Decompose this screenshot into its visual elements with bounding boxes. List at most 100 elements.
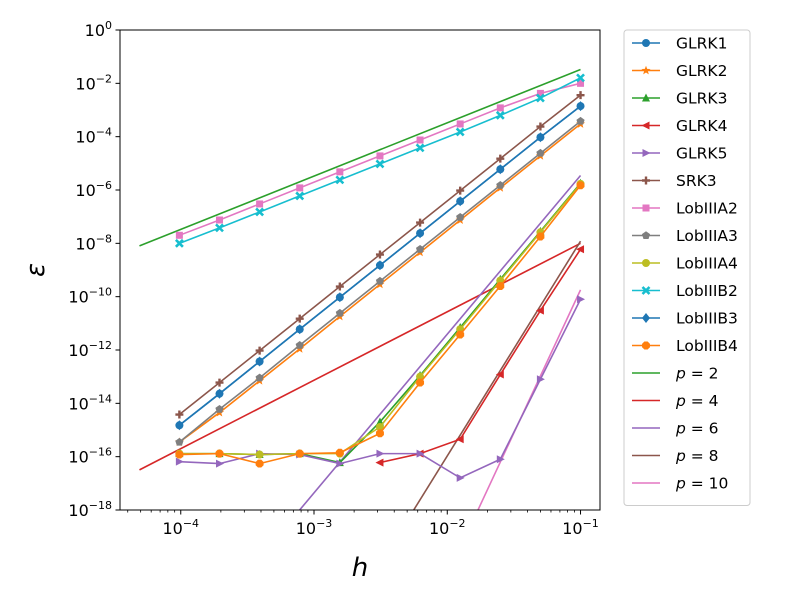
legend-marker [641, 65, 651, 75]
legend-label: GLRK3 [676, 90, 727, 108]
legend-marker [641, 121, 650, 130]
series-glrk4 [375, 245, 585, 467]
data-point-lobiiib4 [416, 378, 425, 387]
legend: GLRK1 GLRK2 GLRK3 GLRK4 GLRK5 SRK3 LobIIIA2 Lob… [623, 29, 751, 506]
legend-item-glrk3: GLRK3 [632, 90, 727, 108]
y-tick-label: 10−10 [68, 286, 112, 307]
data-point-lobiiia4 [375, 422, 384, 431]
series-lobiiia3 [175, 116, 585, 446]
x-tick-label: 10−1 [562, 517, 599, 538]
data-point-glrk4 [535, 306, 544, 315]
data-point-glrk5 [416, 449, 425, 458]
data-point-lobiiib3 [295, 324, 304, 335]
data-point-lobiiia2 [256, 200, 264, 208]
y-tick-label: 10−6 [75, 179, 112, 200]
data-point-glrk4 [576, 245, 585, 254]
data-point-lobiiib3 [335, 292, 344, 303]
data-point-srk3 [295, 314, 304, 323]
data-point-lobiiia3 [255, 373, 264, 382]
legend-label: p = 8 [675, 447, 719, 465]
data-point-lobiiib3 [255, 356, 264, 367]
legend-label: GLRK4 [676, 117, 727, 135]
legend-item-glrk1: GLRK1 [632, 35, 727, 53]
series-line-glrk4 [379, 248, 582, 464]
plot-frame [119, 29, 601, 511]
data-point-lobiiia4 [416, 372, 425, 381]
legend-label: LobIIIB3 [676, 310, 738, 328]
data-point-glrk4 [455, 435, 464, 444]
data-point-lobiiia3 [295, 341, 304, 349]
data-point-lobiiib3 [375, 260, 384, 271]
data-point-lobiiia3 [215, 404, 224, 413]
ref-line-p8 [413, 240, 582, 510]
legend-item-lobiiia2: LobIIIA2 [632, 200, 738, 218]
legend-label: p = 4 [675, 392, 719, 410]
data-point-lobiiia3 [576, 116, 585, 125]
series-srk3 [175, 91, 585, 419]
data-point-lobiiib2 [255, 207, 265, 217]
data-point-lobiiia2 [577, 79, 585, 87]
x-axis-label: h [352, 553, 368, 583]
legend-item-lobiiia3: LobIIIA3 [632, 227, 738, 245]
legend-marker [642, 204, 650, 212]
legend-marker [641, 286, 651, 295]
legend-item-glrk2: GLRK2 [632, 62, 727, 80]
data-point-lobiiib3 [576, 101, 585, 112]
data-point-lobiiia3 [456, 212, 465, 221]
legend-marker [641, 231, 651, 239]
legend-label: GLRK1 [676, 35, 727, 53]
legend-label: SRK3 [676, 172, 717, 190]
data-point-lobiiib2 [335, 175, 345, 185]
data-point-lobiiib4 [175, 450, 184, 459]
data-point-lobiiib4 [496, 282, 505, 291]
legend-item-lobiiib4: LobIIIB4 [632, 337, 738, 355]
legend-marker [642, 341, 650, 350]
data-point-glrk5 [215, 459, 224, 468]
ref-line-p4 [139, 242, 581, 471]
data-point-lobiiia3 [536, 148, 545, 157]
y-tick-label: 100 [85, 19, 112, 40]
legend-marker [642, 39, 650, 47]
legend-marker [642, 149, 651, 157]
legend-item-glrk4: GLRK4 [632, 117, 727, 135]
legend-label: LobIIIA2 [676, 200, 738, 218]
data-point-lobiiib2 [415, 143, 425, 153]
legend-label: LobIIIA4 [676, 255, 738, 273]
legend-item-p8: p = 8 [632, 447, 719, 465]
series-glrk5 [175, 295, 586, 482]
legend-label: GLRK5 [676, 145, 727, 163]
x-axis: 10−4 10−3 10−2 10−1 [127, 510, 599, 538]
data-point-glrk5 [536, 375, 545, 384]
data-point-lobiiib4 [295, 449, 304, 458]
legend-item-lobiiib3: LobIIIB3 [632, 310, 738, 328]
data-point-glrk5 [456, 473, 465, 482]
y-axis: 10−18 10−16 10−14 10−12 10−10 10−8 10−6 10−4 10−… [68, 19, 120, 520]
data-point-lobiiia2 [496, 104, 504, 112]
data-point-lobiiib3 [536, 132, 545, 143]
y-tick-label: 10−12 [68, 339, 112, 360]
series-lobiiia2 [175, 79, 585, 239]
y-tick-label: 10−18 [68, 499, 112, 520]
legend-label: p = 2 [675, 365, 719, 383]
data-point-lobiiib3 [496, 164, 505, 175]
data-point-lobiiib4 [335, 448, 344, 457]
data-point-lobiiib3 [456, 196, 465, 207]
data-point-glrk5 [577, 295, 586, 304]
legend-item-p2: p = 2 [632, 365, 719, 383]
legend-label: p = 10 [675, 475, 728, 493]
ref-line-p6 [299, 174, 582, 510]
data-point-lobiiib4 [255, 459, 264, 468]
legend-label: p = 6 [675, 420, 719, 438]
data-point-lobiiib3 [215, 388, 224, 399]
series-lobiiib2 [174, 73, 585, 248]
legend-box [623, 29, 751, 506]
data-point-glrk4 [495, 370, 504, 379]
y-axis-label: ε [21, 263, 51, 277]
y-tick-label: 10−8 [75, 232, 112, 253]
data-point-lobiiia2 [536, 89, 544, 97]
data-point-lobiiia2 [336, 168, 344, 176]
data-point-lobiiib4 [456, 330, 465, 339]
data-point-glrk5 [496, 455, 505, 464]
series-lobiiib4 [175, 181, 585, 468]
